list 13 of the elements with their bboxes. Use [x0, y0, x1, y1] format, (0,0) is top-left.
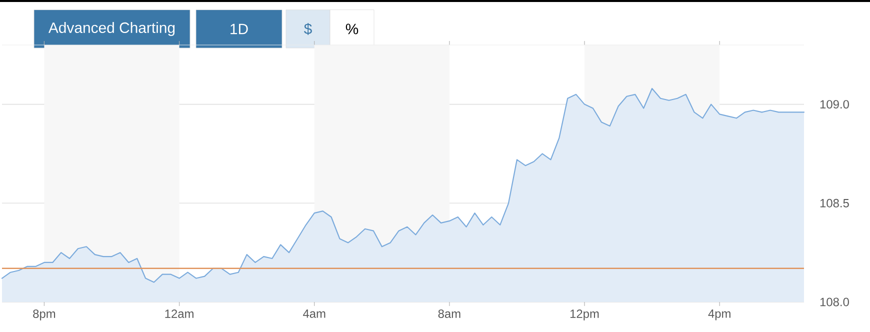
y-tick-label: 108.0	[820, 298, 849, 306]
x-tick-label: 8pm	[33, 310, 56, 320]
text: $	[304, 22, 312, 36]
y-tick-label: 108.5	[820, 198, 849, 208]
text: %	[346, 24, 358, 34]
x-tick-label: 8am	[438, 310, 460, 318]
y-tick-label: 109.0	[820, 100, 849, 109]
text: Advanced Charting	[48, 22, 175, 36]
x-tick-label: 12am	[165, 310, 194, 318]
text: 1D	[230, 24, 248, 34]
x-tick-label: 4am	[303, 310, 326, 318]
x-tick-label: 4pm	[708, 310, 730, 320]
x-tick-label: 12pm	[570, 310, 599, 320]
